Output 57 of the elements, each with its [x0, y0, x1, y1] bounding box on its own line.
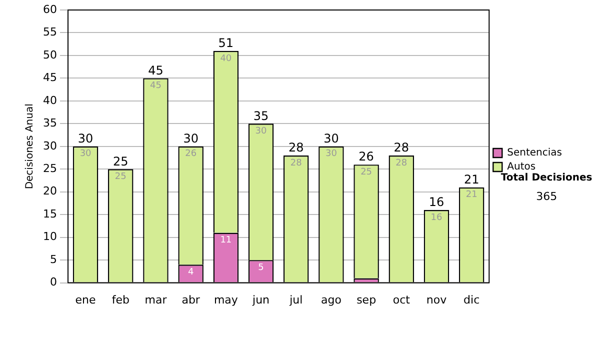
text: Total Decisiones	[500, 172, 592, 184]
data-label: 11	[220, 236, 232, 246]
data-label: 25	[114, 172, 126, 182]
x-tick-label: may	[214, 293, 238, 306]
text: 365	[536, 190, 558, 203]
y-tick-label: 40	[42, 94, 57, 107]
legend-label: Sentencias	[507, 148, 562, 159]
data-label: 5	[258, 262, 264, 273]
x-tick-label: jul	[288, 293, 303, 306]
y-tick-label: 20	[42, 184, 57, 198]
data-label: 25	[360, 167, 372, 178]
total-label: 28	[394, 140, 410, 155]
x-tick-label: nov	[426, 293, 448, 306]
x-tick-label: ene	[75, 293, 96, 306]
total-label: 26	[358, 150, 374, 164]
data-label: 28	[396, 158, 408, 168]
x-tick-label: dic	[464, 293, 480, 306]
total-label: 30	[183, 132, 198, 146]
y-tick-label: 55	[42, 26, 57, 39]
y-tick-label: 45	[42, 71, 57, 84]
data-label: 30	[80, 149, 92, 160]
y-tick-label: 50	[42, 48, 57, 62]
data-label: 28	[290, 158, 302, 168]
y-tick-label: 0	[50, 276, 57, 289]
total-label: 21	[464, 172, 480, 186]
total-label: 45	[148, 63, 164, 78]
total-label: 16	[428, 195, 444, 210]
data-label: 45	[150, 81, 162, 92]
y-tick-label: 60	[42, 2, 57, 16]
total-label: 51	[218, 36, 234, 50]
data-label: 21	[466, 190, 478, 200]
y-axis-title: Decisiones Anual	[24, 104, 36, 190]
x-tick-label: jun	[252, 293, 270, 306]
y-tick-label: 25	[42, 162, 57, 175]
total-label: 28	[288, 140, 304, 155]
data-label: 30	[255, 126, 268, 137]
x-tick-label: abr	[182, 293, 200, 306]
y-tick-label: 10	[42, 230, 57, 244]
y-tick-label: 35	[42, 116, 57, 130]
data-label: 4	[188, 267, 194, 278]
data-label: 30	[325, 149, 338, 160]
y-tick-label: 30	[42, 139, 57, 152]
data-label: 40	[220, 54, 232, 64]
y-tick-label: 5	[50, 252, 57, 266]
x-tick-label: ago	[320, 293, 342, 306]
legend-label: Autos	[507, 162, 536, 173]
total-label: 35	[253, 108, 269, 123]
data-label: 16	[430, 212, 442, 223]
data-label: 26	[185, 149, 197, 160]
total-label: 30	[324, 132, 339, 146]
x-tick-label: oct	[392, 293, 411, 306]
total-label: 25	[113, 154, 128, 168]
y-tick-label: 15	[42, 207, 57, 220]
total-label: 30	[78, 132, 94, 146]
x-tick-label: feb	[112, 293, 130, 306]
x-tick-label: sep	[356, 293, 376, 306]
x-tick-label: mar	[144, 293, 168, 306]
